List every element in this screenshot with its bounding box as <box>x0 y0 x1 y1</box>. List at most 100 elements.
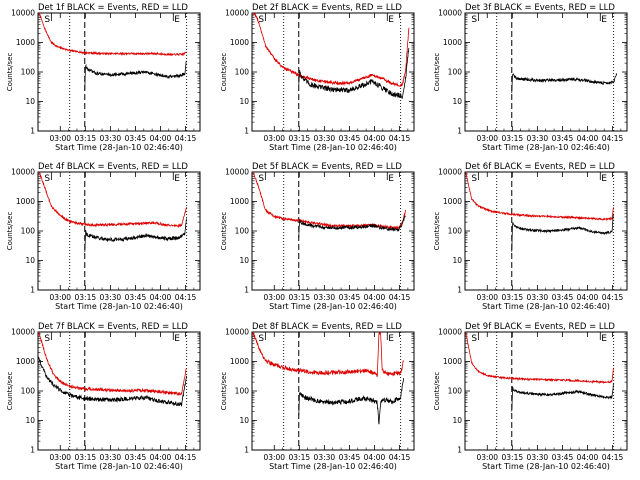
y-tick-label: 10000 <box>225 168 249 177</box>
y-tick-label: 100 <box>21 68 36 77</box>
x-tick-label: 04:15 <box>389 293 411 302</box>
lld-series-line <box>465 172 614 222</box>
end-marker-label: E <box>174 334 180 344</box>
x-tick-label: 03:15 <box>502 453 524 462</box>
x-axis-label: Start Time (28-Jan-10 02:46:40) <box>269 302 397 311</box>
y-tick-label: 10000 <box>11 9 35 18</box>
y-tick-label: 10 <box>452 416 462 425</box>
x-tick-label: 03:00 <box>476 134 498 143</box>
y-axis-label: Counts/sec <box>220 212 228 251</box>
x-tick-label: 03:00 <box>476 293 498 302</box>
y-axis-label: Counts/sec <box>6 372 14 411</box>
y-tick-label: 10 <box>25 97 35 106</box>
y-tick-label: 100 <box>448 68 463 77</box>
x-tick-label: 03:30 <box>527 134 549 143</box>
start-marker-label: S <box>44 174 50 184</box>
y-axis-label: Counts/sec <box>433 53 441 92</box>
end-marker-label: E <box>388 174 394 184</box>
end-marker-label: E <box>388 334 394 344</box>
y-tick-label: 100 <box>235 68 250 77</box>
x-tick-label: 03:45 <box>339 134 361 143</box>
lld-series-line <box>252 332 404 377</box>
events-series-line <box>38 356 187 407</box>
x-tick-label: 04:15 <box>602 453 624 462</box>
y-tick-label: 100 <box>448 227 463 236</box>
x-tick-label: 03:15 <box>75 293 97 302</box>
detector-panel: Det 9f BLACK = Events, RED = LLD 1 10 100 10… <box>433 322 628 471</box>
y-axis-label: Counts/sec <box>433 212 441 251</box>
events-series-line <box>298 215 406 238</box>
plot-frame <box>464 12 628 132</box>
x-tick-label: 03:30 <box>100 293 122 302</box>
x-tick-label: 04:15 <box>175 134 197 143</box>
x-axis-label: Start Time (28-Jan-10 02:46:40) <box>269 462 397 471</box>
y-tick-label: 100 <box>21 387 36 396</box>
y-tick-label: 1 <box>30 446 35 455</box>
x-tick-label: 03:30 <box>314 134 336 143</box>
x-axis-label: Start Time (28-Jan-10 02:46:40) <box>55 143 183 152</box>
detector-panel: Det 8f BLACK = Events, RED = LLD 1 10 100 10… <box>220 322 415 471</box>
x-tick-label: 03:00 <box>476 453 498 462</box>
y-tick-label: 100 <box>448 387 463 396</box>
events-series-line <box>298 377 405 425</box>
events-series-line <box>511 383 614 412</box>
x-tick-label: 03:00 <box>263 453 285 462</box>
x-tick-label: 03:30 <box>314 453 336 462</box>
y-tick-label: 10 <box>452 97 462 106</box>
lld-series-line <box>38 13 187 57</box>
x-tick-label: 04:00 <box>364 293 386 302</box>
plot-frame <box>251 12 415 132</box>
start-marker-label: S <box>471 15 477 25</box>
x-tick-label: 03:00 <box>263 134 285 143</box>
lld-series-line <box>38 332 187 396</box>
start-marker-label: S <box>44 15 50 25</box>
y-axis-label: Counts/sec <box>433 372 441 411</box>
x-tick-label: 03:15 <box>289 453 311 462</box>
events-series-line <box>298 47 410 100</box>
detector-panel: Det 2f BLACK = Events, RED = LLD 1 10 100 10… <box>220 3 415 152</box>
y-tick-label: 10000 <box>11 328 35 337</box>
panel-title: Det 8f BLACK = Events, RED = LLD <box>252 322 402 332</box>
events-series-line <box>511 213 614 252</box>
y-tick-label: 10000 <box>438 328 462 337</box>
events-series-line <box>84 60 187 91</box>
y-tick-label: 1000 <box>16 197 35 206</box>
y-tick-label: 10 <box>239 416 249 425</box>
x-tick-label: 04:00 <box>150 134 172 143</box>
detector-panel: Det 1f BLACK = Events, RED = LLD 1 10 100 10… <box>6 3 201 152</box>
start-marker-label: S <box>258 334 264 344</box>
start-marker-label: S <box>471 334 477 344</box>
y-tick-label: 1 <box>244 446 249 455</box>
y-tick-label: 10 <box>239 97 249 106</box>
plot-frame <box>464 331 628 451</box>
detector-panel: Det 3f BLACK = Events, RED = LLD 1 10 100 10… <box>433 3 628 152</box>
x-tick-label: 03:15 <box>502 134 524 143</box>
x-tick-label: 03:45 <box>339 293 361 302</box>
y-axis-label: Counts/sec <box>6 53 14 92</box>
end-marker-label: E <box>601 334 607 344</box>
events-series-line <box>84 218 187 253</box>
y-tick-label: 1 <box>244 127 249 136</box>
lld-series-line <box>252 172 407 230</box>
y-tick-label: 1 <box>244 286 249 295</box>
x-tick-label: 03:15 <box>75 134 97 143</box>
x-tick-label: 04:15 <box>389 453 411 462</box>
y-axis-label: Counts/sec <box>6 212 14 251</box>
y-tick-label: 1 <box>457 286 462 295</box>
detector-panel: Det 4f BLACK = Events, RED = LLD 1 10 100 10… <box>6 162 201 311</box>
y-tick-label: 100 <box>235 387 250 396</box>
y-tick-label: 10000 <box>438 168 462 177</box>
lld-series-line <box>465 332 614 385</box>
y-axis-label: Counts/sec <box>220 53 228 92</box>
x-axis-label: Start Time (28-Jan-10 02:46:40) <box>55 302 183 311</box>
y-tick-label: 100 <box>21 227 36 236</box>
y-tick-label: 10000 <box>225 9 249 18</box>
x-tick-label: 04:00 <box>577 453 599 462</box>
detector-panel: Det 7f BLACK = Events, RED = LLD 1 10 100 10… <box>6 322 201 471</box>
end-marker-label: E <box>174 174 180 184</box>
panel-title: Det 7f BLACK = Events, RED = LLD <box>38 322 188 332</box>
detector-panel: Det 5f BLACK = Events, RED = LLD 1 10 100 10… <box>220 162 415 311</box>
y-tick-label: 100 <box>235 227 250 236</box>
plot-frame <box>251 171 415 291</box>
